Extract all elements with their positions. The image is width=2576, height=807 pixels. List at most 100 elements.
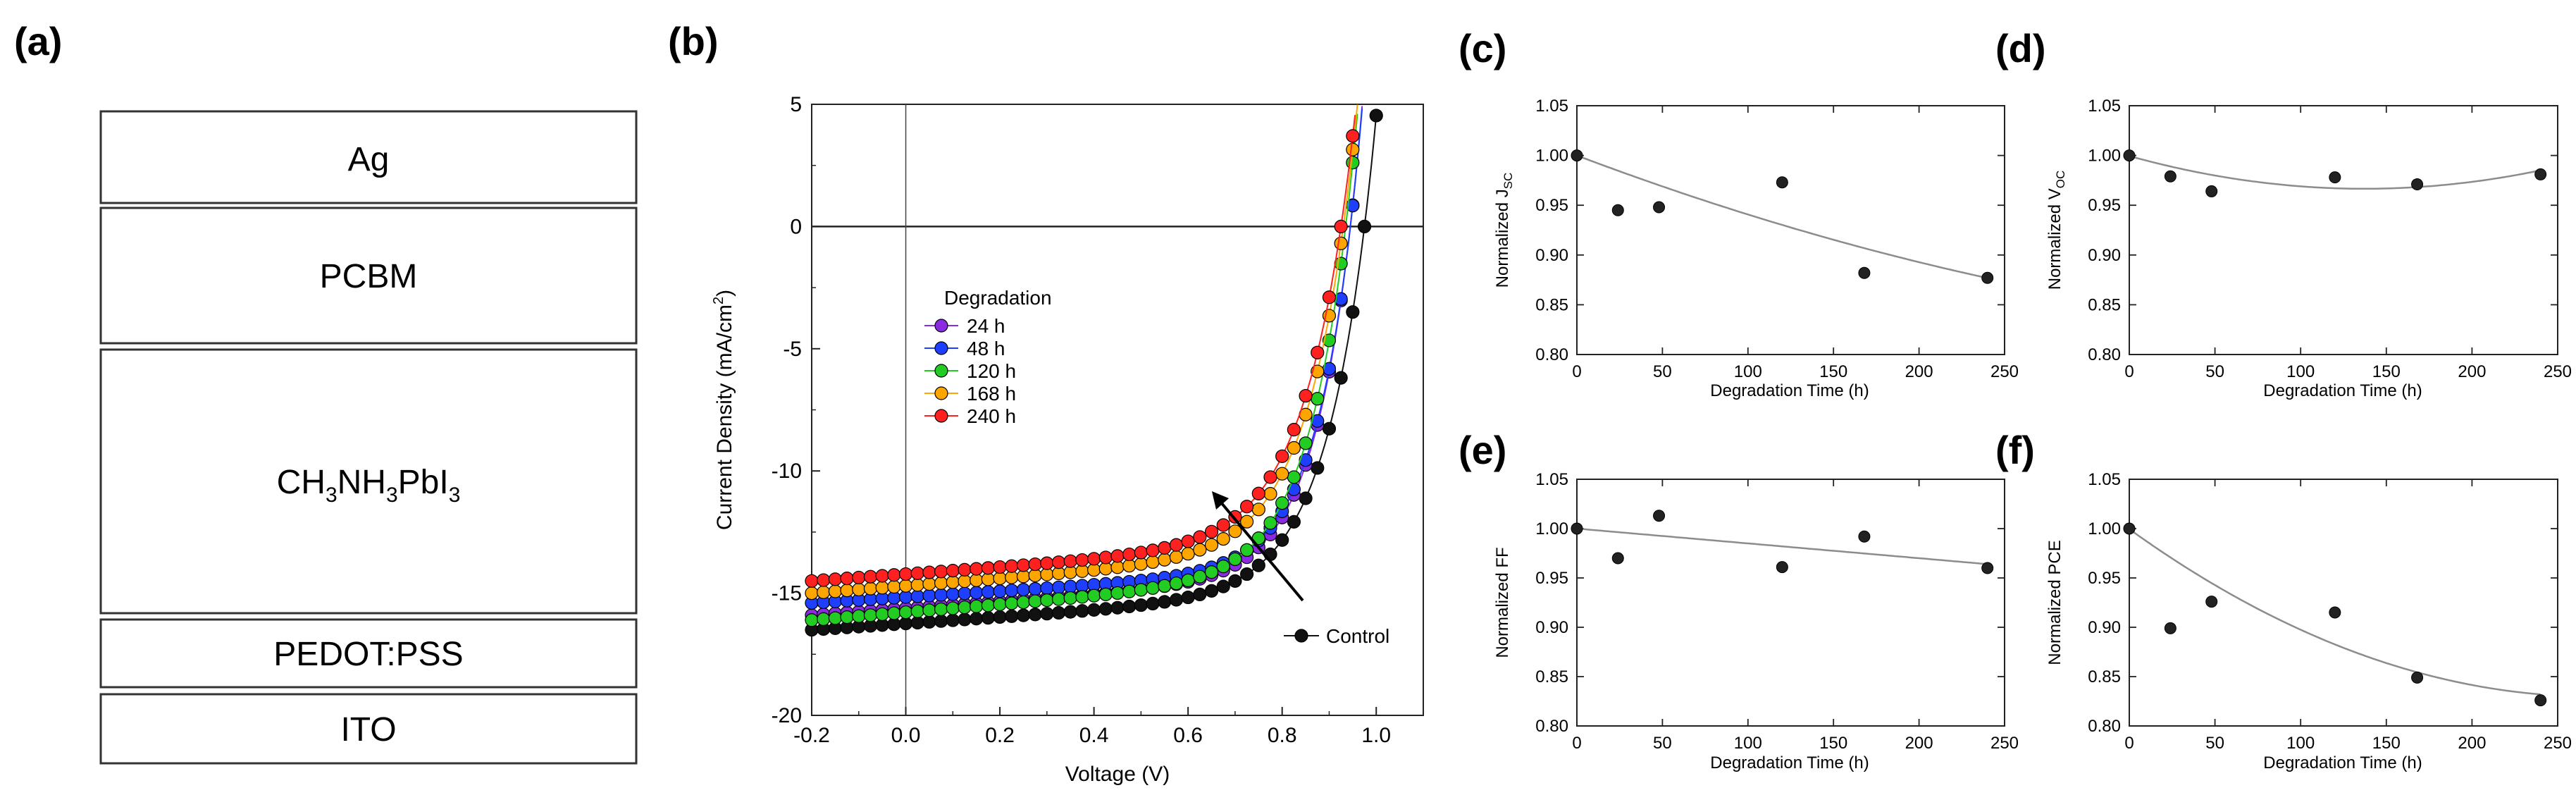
jv-point-h120 bbox=[1193, 569, 1207, 584]
jv-point-h120 bbox=[1311, 392, 1325, 406]
jv-point-h168 bbox=[946, 575, 960, 589]
layer-perovskite bbox=[99, 348, 638, 615]
jv-point-h48 bbox=[981, 585, 995, 599]
jv-point-h240 bbox=[817, 573, 831, 587]
f-x-tick-label: 0 bbox=[2124, 734, 2134, 753]
jv-point-h120 bbox=[1134, 583, 1148, 597]
jv-point-control bbox=[1181, 590, 1195, 605]
jv-point-control bbox=[934, 614, 948, 628]
jv-point-control bbox=[1299, 491, 1313, 505]
jv-point-h120 bbox=[1016, 595, 1031, 610]
jv-point-h120 bbox=[1098, 587, 1113, 601]
jv-point-h120 bbox=[1087, 589, 1101, 603]
e-data-point bbox=[1981, 562, 1994, 574]
jv-point-h120 bbox=[828, 611, 842, 625]
jv-point-h48 bbox=[1075, 579, 1089, 593]
jv-x-tick-label: 0.4 bbox=[1079, 724, 1109, 747]
jv-point-h168 bbox=[1158, 553, 1172, 567]
panel-label-b: (b) bbox=[668, 19, 719, 63]
jv-point-control bbox=[1098, 602, 1113, 616]
jv-point-control bbox=[1369, 109, 1383, 123]
jv-point-h240 bbox=[898, 567, 913, 581]
d-fit-line bbox=[2129, 155, 2541, 190]
jv-point-h240 bbox=[828, 572, 842, 586]
jv-point-h120 bbox=[958, 600, 972, 615]
jv-point-h120 bbox=[1040, 593, 1054, 608]
jv-point-control bbox=[981, 611, 995, 625]
jv-point-h168 bbox=[1169, 550, 1184, 564]
jv-point-h240 bbox=[840, 572, 854, 586]
voc-y-axis-title: Normalized VOC bbox=[2045, 171, 2067, 290]
e-x-tick-label: 250 bbox=[1990, 734, 2019, 753]
e-x-tick-label: 100 bbox=[1734, 734, 1762, 753]
c-x-tick-label: 200 bbox=[1905, 362, 1933, 381]
jsc-y-axis-title: Normalized JSC bbox=[1493, 173, 1515, 288]
ff-x-axis-title: Degradation Time (h) bbox=[1710, 753, 1869, 772]
jv-point-h240 bbox=[1098, 550, 1113, 565]
jv-point-control bbox=[1240, 567, 1254, 581]
jv-point-h120 bbox=[1240, 543, 1254, 557]
f-x-tick-label: 50 bbox=[2205, 734, 2224, 753]
jv-point-h240 bbox=[1110, 549, 1125, 563]
jv-point-h240 bbox=[1122, 547, 1137, 562]
jv-point-h240 bbox=[1240, 500, 1254, 514]
jv-point-h168 bbox=[958, 574, 972, 589]
jv-series-line-h48 bbox=[811, 108, 1363, 604]
f-y-tick-label: 1.00 bbox=[2088, 519, 2121, 538]
jv-point-h168 bbox=[1275, 467, 1289, 481]
jv-point-h240 bbox=[1216, 518, 1230, 532]
jv-point-h240 bbox=[1299, 388, 1313, 403]
jv-point-h240 bbox=[934, 565, 948, 579]
jv-point-control bbox=[1346, 305, 1360, 319]
jv-point-h120 bbox=[898, 605, 913, 620]
jv-point-h240 bbox=[1005, 559, 1019, 573]
layer-ag-label: Ag bbox=[348, 141, 390, 178]
d-data-point bbox=[2205, 185, 2218, 197]
jv-point-h168 bbox=[993, 572, 1007, 586]
jv-point-h120 bbox=[852, 609, 866, 623]
f-data-point bbox=[2329, 606, 2341, 619]
d-y-tick-label: 1.05 bbox=[2088, 97, 2121, 116]
jv-y-tick-label: -5 bbox=[783, 338, 802, 361]
jv-point-h240 bbox=[1334, 219, 1348, 233]
panel-label-d: (d) bbox=[1995, 26, 2046, 70]
c-data-point bbox=[1981, 271, 1994, 284]
jv-point-h120 bbox=[1075, 590, 1089, 604]
jv-point-h240 bbox=[970, 562, 984, 576]
jv-point-control bbox=[1357, 219, 1372, 233]
jv-point-control bbox=[1028, 608, 1042, 622]
jv-point-h120 bbox=[1051, 592, 1066, 606]
jv-point-control bbox=[910, 615, 924, 630]
jv-point-h48 bbox=[1051, 580, 1066, 594]
f-y-tick-label: 1.05 bbox=[2088, 470, 2121, 489]
legend-marker-h24 bbox=[934, 319, 948, 333]
jv-x-tick-label: 1.0 bbox=[1361, 724, 1391, 747]
jv-point-h240 bbox=[1040, 556, 1054, 570]
jv-point-h120 bbox=[1063, 591, 1077, 605]
jv-point-control bbox=[1087, 603, 1101, 617]
jv-point-h48 bbox=[970, 586, 984, 600]
degradation-arrow-head bbox=[1212, 491, 1229, 510]
jv-point-h168 bbox=[875, 581, 889, 595]
jv-point-h240 bbox=[1204, 524, 1219, 538]
e-x-tick-label: 50 bbox=[1653, 734, 1672, 753]
f-x-tick-label: 200 bbox=[2458, 734, 2486, 753]
device-stack bbox=[99, 110, 638, 765]
jv-point-h120 bbox=[1216, 560, 1230, 574]
jv-point-h120 bbox=[1110, 586, 1125, 600]
jv-point-control bbox=[1193, 587, 1207, 602]
f-x-tick-label: 150 bbox=[2372, 734, 2401, 753]
layer-pedot-label: PEDOT:PSS bbox=[273, 636, 463, 673]
jv-point-control bbox=[970, 612, 984, 626]
jv-point-h240 bbox=[1275, 449, 1289, 463]
jv-point-h48 bbox=[958, 586, 972, 600]
jv-y-axis-title: Current Density (mA/cm2) bbox=[711, 290, 736, 530]
f-x-tick-label: 250 bbox=[2544, 734, 2572, 753]
jv-point-control bbox=[1040, 607, 1054, 621]
e-y-tick-label: 0.90 bbox=[1535, 618, 1568, 637]
ff-y-axis-title: Normalized FF bbox=[1493, 547, 1512, 658]
d-data-point bbox=[2164, 170, 2176, 183]
jv-point-h168 bbox=[828, 584, 842, 598]
jv-point-h240 bbox=[1016, 558, 1031, 572]
jv-x-axis-title: Voltage (V) bbox=[1065, 763, 1170, 786]
